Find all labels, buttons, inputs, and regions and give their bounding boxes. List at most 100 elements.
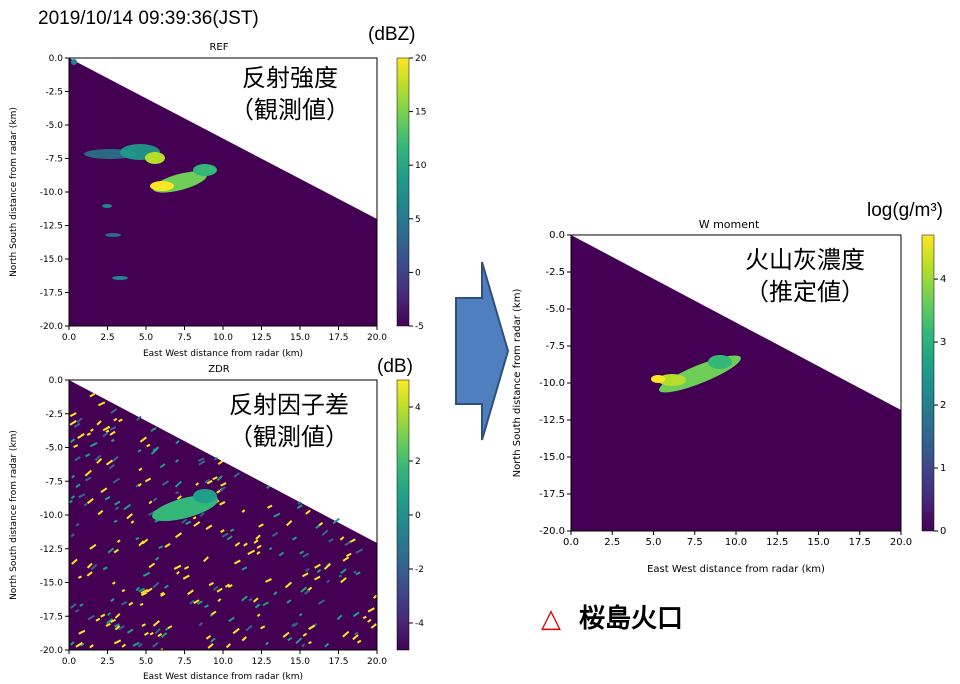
triangle-icon: △: [541, 604, 561, 634]
zdr-speckle-cell: [84, 476, 92, 482]
zdr-speckle-cell: [174, 459, 179, 463]
zdr-speckle-cell: [89, 644, 94, 649]
zdr-speckle-cell: [128, 601, 134, 606]
zdr-speckle-cell: [86, 497, 94, 505]
zdr-speckle-cell: [265, 641, 269, 646]
zdr-speckle-cell: [114, 625, 121, 631]
ref-colorbar: [396, 57, 410, 327]
x-tick-label: 5.0: [646, 537, 662, 548]
zdr-speckle-cell: [352, 634, 359, 641]
y-tick-label: -15.0: [40, 579, 64, 589]
zdr-speckle-cell: [252, 597, 259, 603]
y-tick-label: -17.5: [40, 612, 63, 622]
zdr-speckle-cell: [196, 600, 203, 605]
zdr-speckle-cell: [75, 483, 81, 488]
zdr-speckle-cell: [282, 631, 290, 638]
zdr-speckle-cell: [181, 518, 188, 524]
zdr-speckle-cell: [84, 469, 92, 477]
zdr-speckle-cell: [152, 497, 158, 502]
w-annotation-line2: （推定値）: [745, 278, 865, 306]
y-tick-label: -10.0: [539, 378, 565, 389]
zdr-speckle-cell: [217, 598, 222, 602]
ref-xticks: 0.0 2.5 5.0 7.5 10.0 12.5 15.0 17.5 20.0: [62, 326, 387, 343]
y-tick-label: -12.5: [40, 545, 63, 555]
colorbar-tick-label: 10: [415, 161, 427, 171]
y-tick-label: -20.0: [40, 322, 64, 332]
zdr-speckle-cell: [146, 587, 153, 593]
ref-annotation-line2: （観測値）: [230, 96, 350, 124]
zdr-speckle-cell: [352, 611, 360, 618]
zdr-speckle-cell: [298, 613, 303, 617]
zdr-speckle-cell: [139, 436, 147, 443]
y-tick-label: -2.5: [45, 410, 63, 420]
zdr-speckle-cell: [204, 604, 209, 609]
zdr-speckle-cell: [143, 631, 149, 636]
zdr-speckle-cell: [308, 624, 316, 630]
zdr-speckle-cell: [146, 443, 151, 448]
zdr-speckle-cell: [121, 588, 126, 593]
zdr-speckle-cell: [113, 519, 118, 524]
zdr-speckle-cell: [265, 578, 272, 583]
zdr-speckle-cell: [104, 495, 111, 501]
zdr-speckle-cell: [210, 637, 216, 643]
zdr-speckle-cell: [266, 485, 271, 490]
zdr-speckle-cell: [110, 408, 118, 414]
colorbar-tick-label: 0: [415, 268, 421, 278]
zdr-speckle-cell: [340, 577, 347, 584]
ref-title: REF: [209, 42, 228, 53]
zdr-speckle-cell: [79, 642, 85, 647]
zdr-speckle-cell: [135, 586, 141, 592]
zdr-speckle-cell: [152, 581, 160, 589]
zdr-speckle-cell: [318, 522, 324, 527]
x-tick-label: 5.0: [139, 333, 154, 343]
zdr-speckle-cell: [112, 455, 119, 462]
y-tick-label: -5.0: [45, 121, 63, 131]
zdr-speckle-cell: [212, 585, 219, 591]
zdr-speckle-cell: [126, 513, 133, 520]
zdr-speckle-cell: [284, 581, 293, 589]
zdr-speckle-cell: [212, 476, 218, 481]
zdr-speckle-cell: [243, 542, 248, 547]
y-tick-label: -12.5: [539, 415, 565, 426]
zdr-speckle-cell: [229, 528, 235, 533]
x-tick-label: 15.0: [290, 657, 310, 667]
x-tick-label: 10.0: [213, 657, 233, 667]
zdr-speckle-cell: [273, 512, 281, 518]
zdr-speckle-cell: [321, 529, 329, 536]
zdr-speckle-cell: [185, 520, 192, 525]
y-tick-label: -10.0: [40, 188, 64, 198]
zdr-speckle-cell: [344, 541, 352, 546]
zdr-speckle-cell: [267, 504, 273, 509]
zdr-speckle-cell: [112, 581, 116, 585]
zdr-speckle-cell: [176, 495, 182, 500]
w-annotation: 火山灰濃度 （推定値）: [745, 244, 865, 308]
zdr-speckle-cell: [157, 633, 163, 638]
zdr-speckle-cell: [74, 456, 81, 462]
zdr-speckle-cell: [130, 520, 135, 524]
zdr-speckle-cell: [70, 641, 75, 646]
zdr-speckle-cell: [260, 625, 266, 630]
zdr-speckle-cell: [219, 501, 226, 506]
x-tick-label: 0.0: [62, 657, 77, 667]
zdr-speckle-cell: [95, 617, 101, 622]
zdr-speckle-cell: [77, 433, 85, 440]
ref-yticks: 0.0 -2.5 -5.0 -7.5 -10.0 -12.5 -15.0 -17.5 -20.0: [40, 54, 69, 332]
zdr-speckle-cell: [305, 567, 310, 573]
zdr-speckle-cell: [160, 592, 166, 597]
zdr-speckle-cell: [220, 529, 225, 534]
zdr-speckle-cell: [102, 432, 109, 438]
zdr-speckle-cell: [241, 509, 246, 514]
zdr-speckle-cell: [110, 598, 115, 603]
zdr-speckle-cell: [167, 625, 173, 630]
zdr-speckle-cell: [70, 533, 75, 538]
zdr-speckle-cell: [135, 536, 140, 541]
zdr-speckle-cell: [220, 482, 227, 487]
zdr-speckle-cell: [142, 571, 151, 577]
zdr-speckle-cell: [301, 643, 306, 648]
zdr-speckle-cell: [140, 591, 148, 597]
zdr-speckle-cell: [287, 636, 293, 642]
ref-annotation-line1: 反射強度: [242, 64, 338, 92]
volcano-legend-label: 桜島火口: [579, 604, 684, 634]
x-tick-label: 2.5: [604, 537, 620, 548]
zdr-yticks: 0.0 -2.5 -5.0 -7.5 -10.0 -12.5 -15.0 -17.5 -20.0: [40, 376, 69, 656]
